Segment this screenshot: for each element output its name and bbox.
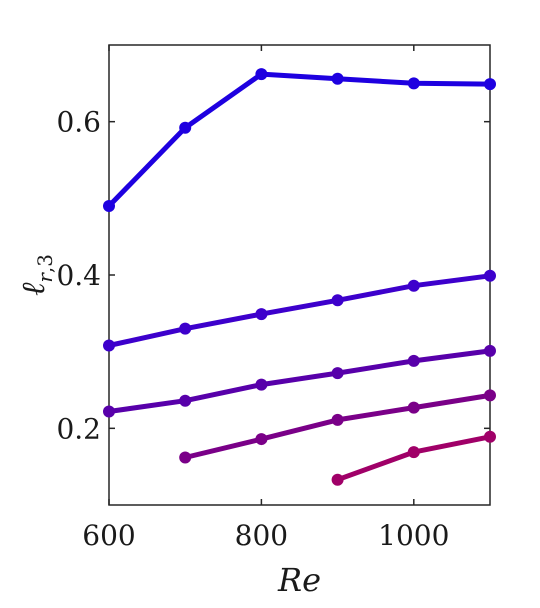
data-point <box>484 389 496 402</box>
series-1 <box>103 68 496 212</box>
data-point <box>407 401 420 414</box>
data-point <box>331 294 344 307</box>
data-point <box>103 405 115 418</box>
axis-ticks <box>108 45 490 505</box>
series-line <box>106 273 493 348</box>
data-point <box>255 433 268 446</box>
x-axis-label: Re <box>277 561 321 599</box>
series-4 <box>179 389 496 464</box>
plot-area <box>108 44 491 506</box>
y-axis-label-sub-var: r <box>33 272 57 283</box>
y-tick-label: 0.6 <box>56 106 101 139</box>
data-point <box>331 72 344 85</box>
data-point <box>179 451 192 464</box>
data-point <box>255 68 268 81</box>
series-5 <box>331 430 496 486</box>
y-tick-label: 0.2 <box>56 412 101 445</box>
series-2 <box>103 269 496 352</box>
y-axis-label-sub-num: 3 <box>33 254 57 267</box>
series-line <box>106 71 493 209</box>
y-tick-label: 0.4 <box>56 259 101 292</box>
data-point <box>179 121 192 134</box>
data-point <box>331 413 344 426</box>
data-point <box>484 78 496 91</box>
x-tick-label: 800 <box>235 519 288 552</box>
series-group <box>103 68 496 486</box>
data-point <box>407 77 420 90</box>
data-point <box>255 308 268 321</box>
data-point <box>407 354 420 367</box>
data-point <box>103 200 115 212</box>
data-point <box>179 322 192 335</box>
data-point <box>179 394 192 407</box>
data-point <box>331 473 344 486</box>
y-axis-label-base: ℓ <box>14 282 52 296</box>
x-tick-label: 600 <box>82 519 135 552</box>
series-line <box>106 348 493 414</box>
data-point <box>407 279 420 292</box>
data-point <box>103 339 115 352</box>
series-3 <box>103 344 496 418</box>
data-point <box>255 378 268 391</box>
y-axis-label: ℓr,3 <box>14 254 57 296</box>
y-axis-label-sub-sep: , <box>33 267 57 273</box>
x-tick-label: 1000 <box>378 519 449 552</box>
data-point <box>331 367 344 380</box>
axis-tick-labels: 600 800 1000 0.2 0.4 0.6 <box>56 106 449 552</box>
data-point <box>407 446 420 459</box>
data-point <box>484 269 496 282</box>
data-point <box>484 430 496 443</box>
data-point <box>484 344 496 357</box>
series-line <box>335 434 493 483</box>
